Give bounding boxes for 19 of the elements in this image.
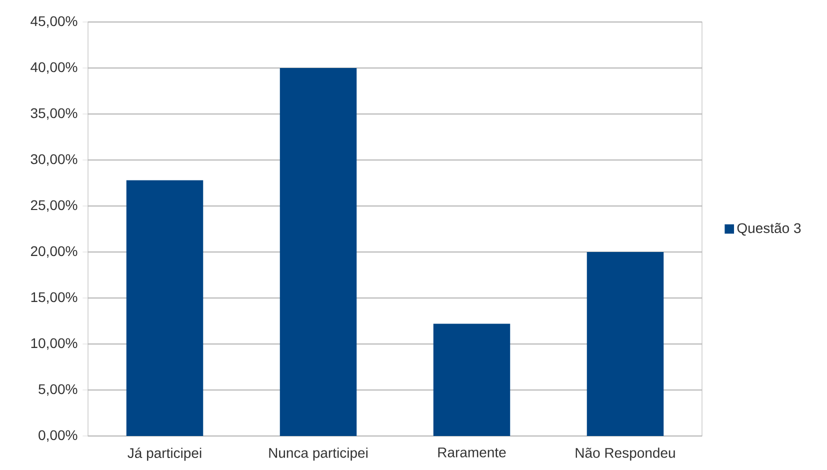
y-tick-label: 10,00% — [31, 338, 78, 350]
y-tick-label: 40,00% — [30, 62, 78, 74]
x-tick-label: Raramente — [438, 448, 506, 458]
y-tick-label: 15,00% — [31, 292, 78, 304]
bar — [280, 68, 357, 436]
bar — [433, 324, 510, 436]
y-tick-label: 35,00% — [30, 108, 78, 120]
y-tick-label: 25,00% — [30, 200, 78, 212]
bar — [586, 252, 664, 436]
x-tick-label: Já participei — [128, 448, 202, 461]
x-tick-label: Nunca participei — [269, 448, 368, 461]
y-tick-label: 20,00% — [30, 246, 78, 258]
legend-label: Questão 3 — [737, 222, 801, 236]
y-tick-label: 5,00% — [38, 384, 78, 396]
y-tick-label: 0,00% — [38, 430, 78, 442]
y-tick-label: 45,00% — [30, 16, 78, 28]
x-tick-label: Não Respondeu — [576, 448, 675, 461]
y-tick-label: 30,00% — [30, 154, 78, 166]
bar — [126, 180, 204, 436]
